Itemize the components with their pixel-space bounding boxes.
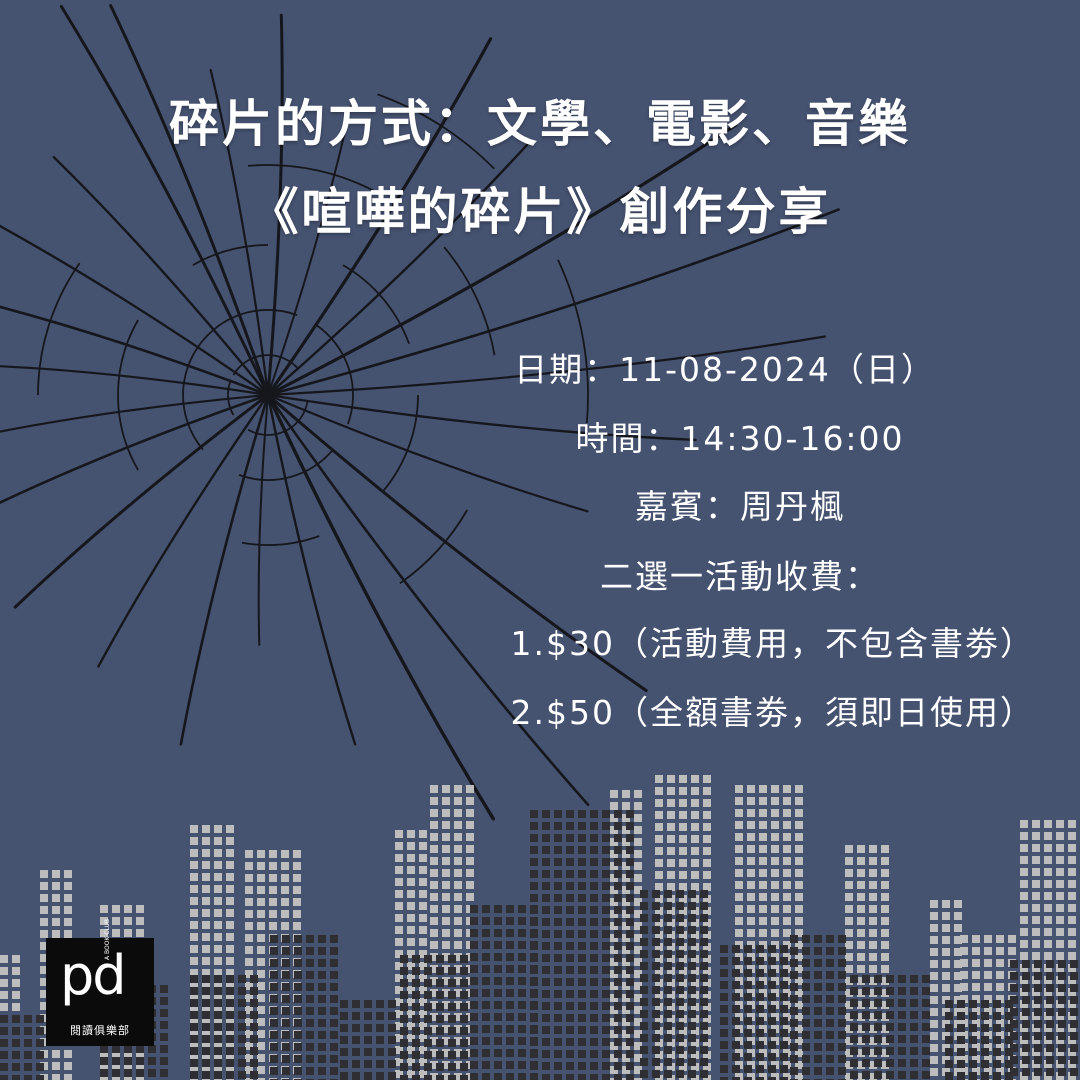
fee-heading: 二選一活動收費： xyxy=(600,557,880,596)
crack-ray xyxy=(209,68,270,397)
skyline-dark-buildings xyxy=(0,810,1078,1080)
crack-ray xyxy=(266,393,589,513)
crack-ray xyxy=(97,393,270,668)
crack-ring xyxy=(227,380,235,416)
crack-ray xyxy=(13,393,270,609)
crack-ray xyxy=(52,156,270,397)
crack-ring xyxy=(443,246,496,356)
crack-ring xyxy=(192,244,269,266)
crack-ring xyxy=(342,264,410,345)
event-title: 碎片的方式：文學、電影、音樂 xyxy=(169,95,911,153)
crack-ring xyxy=(247,164,384,197)
crack-ray xyxy=(59,5,270,397)
crack-ring xyxy=(212,309,298,331)
crack-ray xyxy=(0,224,270,397)
crack-ring xyxy=(117,319,139,471)
crack-ray xyxy=(0,305,270,397)
crack-rays xyxy=(0,4,840,821)
crack-ray xyxy=(266,37,493,397)
crack-ray xyxy=(266,393,495,821)
event-time: 時間：14:30-16:00 xyxy=(575,419,905,458)
crack-ray xyxy=(267,105,352,396)
crack-ring xyxy=(182,329,214,451)
crack-ray xyxy=(266,393,357,746)
logo-mark: pd xyxy=(60,944,127,1007)
crack-ray xyxy=(266,393,648,692)
crack-ring xyxy=(37,262,81,396)
event-date: 日期：11-08-2024（日） xyxy=(514,350,936,389)
crack-ray xyxy=(257,394,269,646)
crack-ring xyxy=(241,535,320,546)
crack-ring xyxy=(399,509,468,585)
crack-ray xyxy=(266,393,697,442)
crack-ray xyxy=(266,143,529,397)
crack-ring xyxy=(382,394,419,492)
crack-ray xyxy=(0,365,270,397)
logo-subtitle: A BOOK CLUB xyxy=(104,918,111,960)
crack-ring xyxy=(232,354,300,376)
crack-rings xyxy=(37,93,589,585)
event-guest: 嘉賓：周丹楓 xyxy=(635,487,845,526)
crack-ring xyxy=(557,259,589,423)
crack-ring xyxy=(247,401,309,436)
crack-ring xyxy=(238,449,334,481)
fee-option-1: 1.$30（活動費用，不包含書劵） xyxy=(510,624,1035,663)
book-club-logo: pd A BOOK CLUB 閱讀俱樂部 xyxy=(46,919,154,1046)
crack-ray xyxy=(0,393,270,505)
crack-ring xyxy=(377,93,495,170)
fee-option-2: 2.$50（全額書劵，須即日使用） xyxy=(510,693,1035,732)
crack-ring xyxy=(316,324,354,425)
logo-chinese-name: 閱讀俱樂部 xyxy=(70,1024,130,1037)
crack-ray xyxy=(266,393,590,807)
crack-ray xyxy=(266,13,284,397)
crack-ray xyxy=(179,393,270,746)
crack-ray xyxy=(109,4,270,397)
crack-ray xyxy=(266,123,738,397)
crack-ray xyxy=(266,208,840,397)
event-subtitle: 《喧嘩的碎片》創作分享 xyxy=(248,183,832,241)
